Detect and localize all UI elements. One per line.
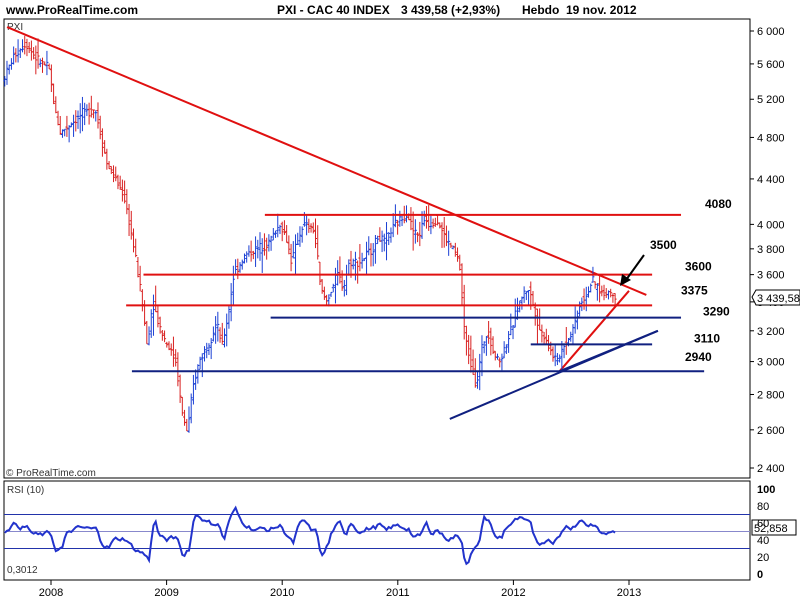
level-label-2940: 2940 [685, 350, 712, 364]
x-tick-label: 2009 [154, 587, 178, 599]
candles [3, 35, 617, 433]
period-label: Hebdo [522, 3, 559, 17]
arrow-icon [620, 254, 645, 286]
y-tick-label: 2 800 [757, 389, 785, 401]
rsi-value-text: 52,858 [754, 523, 788, 535]
level-label-3375: 3375 [681, 283, 708, 297]
rsi-panel [3, 480, 751, 581]
rsi-line [4, 505, 616, 566]
x-tick-label: 2011 [386, 587, 410, 599]
y-tick-label: 3 800 [757, 244, 785, 256]
y-tick-label: 3 200 [757, 326, 785, 338]
level-label-3290: 3290 [703, 305, 730, 319]
annotation-label: 3500 [650, 238, 677, 252]
panel-tag: PXI [7, 22, 23, 33]
x-tick-label: 2012 [501, 587, 525, 599]
y-tick-label: 2 600 [757, 425, 785, 437]
rsi-tick-label: 60 [757, 518, 769, 530]
level-label-3110: 3110 [694, 331, 720, 345]
last-price-text: 3 439,58 [757, 293, 800, 305]
rsi-tick-label: 100 [757, 484, 775, 496]
last-price-tag: 3 439,58 [751, 289, 800, 306]
trendline [559, 329, 659, 373]
x-axis: 2008 2009 2010 2011 2012 2013 [39, 580, 641, 599]
chart-title: PXI - CAC 40 INDEX [277, 3, 390, 17]
trendline [558, 290, 630, 372]
trendline [6, 26, 647, 296]
rsi-sub-value: 0,3012 [7, 565, 38, 576]
y-tick-label: 3 600 [757, 270, 785, 282]
rsi-label: RSI (10) [7, 485, 44, 496]
levels: 4080 3600 3375 3290 3110 2940 [126, 197, 732, 373]
rsi-tick-label: 80 [757, 501, 769, 513]
price-y-axis: 6 000 5 600 5 200 4 800 4 400 4 000 3 800 3 600… [750, 26, 785, 475]
x-tick-label: 2008 [39, 587, 63, 599]
y-tick-label: 3 000 [757, 357, 785, 369]
date-label: 19 nov. 2012 [566, 3, 637, 17]
rsi-value-tag: 52,858 [751, 519, 797, 536]
site-url[interactable]: www.ProRealTime.com [5, 3, 138, 17]
rsi-tick-label: 0 [757, 569, 763, 581]
y-tick-label: 5 600 [757, 59, 785, 71]
trendlines [6, 26, 659, 420]
x-tick-label: 2013 [617, 587, 641, 599]
watermark: © ProRealTime.com [6, 468, 96, 479]
y-tick-label: 5 200 [757, 94, 785, 106]
header-bar [0, 0, 800, 19]
y-tick-label: 2 400 [757, 463, 785, 475]
y-tick-label: 4 800 [757, 132, 785, 144]
rsi-grid [4, 514, 750, 549]
level-label-3600: 3600 [685, 260, 712, 274]
y-tick-label: 6 000 [757, 26, 785, 38]
rsi-tick-label: 40 [757, 535, 769, 547]
y-tick-label: 4 400 [757, 174, 785, 186]
rsi-tick-label: 20 [757, 552, 769, 564]
x-tick-label: 2010 [270, 587, 294, 599]
rsi-y-axis: 100 80 60 40 20 0 [757, 484, 775, 581]
y-tick-label: 4 000 [757, 219, 785, 231]
price-panel [3, 18, 751, 479]
price-change: 3 439,58 (+2,93%) [401, 3, 500, 17]
level-label-4080: 4080 [705, 197, 732, 211]
